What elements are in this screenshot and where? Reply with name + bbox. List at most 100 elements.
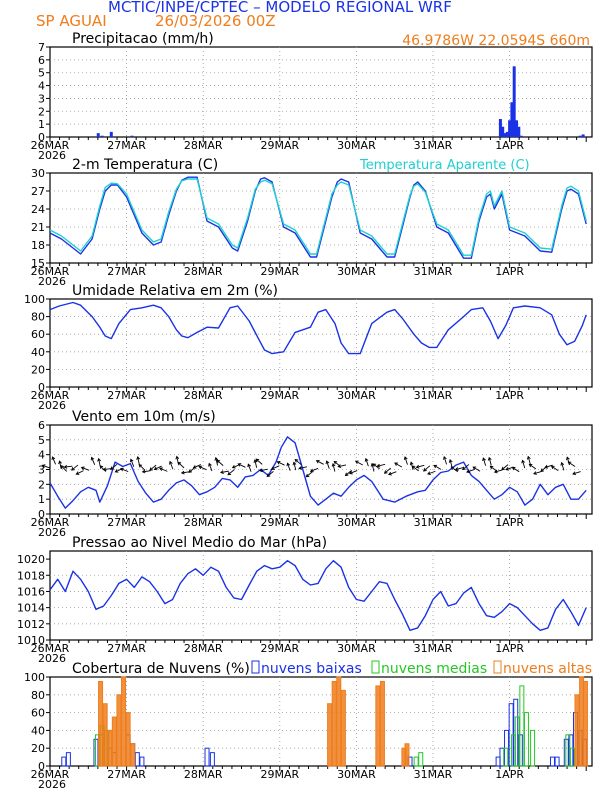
- wind-barb: [544, 464, 553, 468]
- wind-barb: [384, 467, 391, 474]
- y-tick-label: 1018: [17, 569, 45, 582]
- wind-barb-head: [309, 468, 314, 473]
- wind-barb-head: [493, 469, 498, 474]
- cloud-bar-nuvens-medias: [514, 716, 520, 767]
- x-tick-label: 1APR: [495, 139, 524, 152]
- x-tick-label: 28MAR: [184, 139, 223, 152]
- wind-barb: [259, 468, 268, 472]
- cloud-bar-nuvens-baixas: [204, 747, 210, 767]
- chart-title: Pressao ao Nivel Medio do Mar (hPa): [72, 535, 327, 551]
- x-tick-label: 1APR: [495, 389, 524, 402]
- wind-barb-head: [114, 469, 119, 473]
- wind-barb: [103, 468, 112, 471]
- y-tick-label: 30: [31, 167, 45, 180]
- cloud-bar-nuvens-altas: [102, 703, 108, 767]
- cloud-bar-nuvens-altas: [404, 743, 410, 767]
- wind-barb: [449, 459, 453, 468]
- wind-barb: [423, 465, 431, 472]
- wind-barb-head: [454, 467, 459, 471]
- wind-barb-head: [294, 459, 299, 463]
- x-year-label: 2026: [38, 149, 66, 162]
- wind-barb: [42, 464, 51, 469]
- wind-barb-head: [521, 459, 526, 464]
- wind-barb: [149, 464, 157, 471]
- wind-barb-head: [149, 467, 153, 471]
- wind-barb: [388, 471, 397, 475]
- wind-barb-head: [247, 463, 251, 468]
- plot-frame: [49, 46, 593, 138]
- x-tick-label: 26MAR: [31, 516, 70, 529]
- chart-title: Cobertura de Nuvens (%): [72, 661, 250, 677]
- wind-barb: [443, 456, 447, 465]
- plot-frame: [49, 172, 593, 264]
- wind-barb-head: [315, 460, 320, 464]
- wind-barb-head: [528, 463, 533, 468]
- wind-barb: [247, 464, 252, 472]
- y-tick-label: 15: [31, 257, 45, 270]
- wind-barb-head: [333, 460, 338, 465]
- cloud-bar-nuvens-medias: [569, 747, 575, 767]
- x-tick-label: 27MAR: [107, 389, 146, 402]
- wind-barb-head: [102, 467, 107, 472]
- precip-bar: [501, 126, 505, 137]
- x-tick-label: 27MAR: [107, 768, 146, 781]
- x-tick-label: 30MAR: [337, 389, 376, 402]
- y-tick-label: 2: [38, 105, 45, 118]
- wind-barb: [561, 462, 565, 471]
- y-tick-label: 60: [31, 707, 45, 720]
- cloud-bar-nuvens-medias: [503, 747, 509, 767]
- wind-barb: [316, 460, 324, 465]
- wind-barb: [255, 458, 263, 465]
- x-tick-label: 31MAR: [414, 139, 453, 152]
- y-tick-label: 60: [31, 328, 45, 341]
- wind-barb: [411, 465, 419, 472]
- x-year-label: 2026: [38, 652, 66, 665]
- x-tick-label: 28MAR: [184, 642, 223, 655]
- wind-barb: [154, 465, 162, 470]
- wind-barb: [215, 457, 219, 466]
- wind-barb-head: [71, 467, 75, 471]
- wind-barb-head: [423, 467, 427, 472]
- legend-swatch: [371, 660, 380, 674]
- precip-bar: [581, 134, 585, 137]
- y-tick-label: 1020: [17, 553, 45, 566]
- wind-barb: [455, 467, 464, 471]
- wind-barb-head: [526, 455, 531, 460]
- wind-barb-head: [487, 456, 492, 461]
- wind-barb-head: [110, 466, 114, 470]
- x-tick-label: 31MAR: [414, 389, 453, 402]
- wind-barb-head: [80, 466, 85, 471]
- wind-barb: [338, 464, 347, 468]
- x-tick-label: 31MAR: [414, 265, 453, 278]
- precip-bar: [514, 120, 518, 137]
- cloud-bar-nuvens-altas: [379, 680, 385, 767]
- wind-barb: [120, 468, 129, 473]
- x-tick-label: 27MAR: [107, 265, 146, 278]
- wind-barb-head: [198, 465, 203, 470]
- plot-frame: [49, 676, 593, 767]
- cloud-bar-nuvens-baixas: [61, 756, 67, 767]
- cloud-bar-nuvens-altas: [116, 694, 122, 767]
- wind-barb-head: [266, 473, 271, 477]
- x-tick-label: 30MAR: [337, 516, 376, 529]
- wind-barb-head: [427, 471, 431, 476]
- x-tick-label: 28MAR: [184, 265, 223, 278]
- wind-barb-head: [511, 466, 516, 471]
- precip-bar: [130, 135, 134, 137]
- precip-bar: [508, 120, 512, 137]
- wind-barb: [310, 467, 319, 472]
- cloud-bar-nuvens-medias: [565, 734, 571, 767]
- x-tick-label: 1APR: [495, 516, 524, 529]
- y-tick-label: 21: [31, 221, 45, 234]
- cloud-bar-nuvens-altas: [125, 712, 131, 767]
- wind-barb: [169, 461, 174, 470]
- series-line-1: [49, 436, 587, 509]
- wind-barb: [177, 462, 185, 469]
- y-tick-label: 24: [31, 203, 45, 216]
- wind-barb-head: [550, 465, 555, 470]
- wind-barb: [138, 464, 146, 471]
- y-tick-label: 0: [38, 381, 45, 394]
- wind-barb: [377, 463, 386, 467]
